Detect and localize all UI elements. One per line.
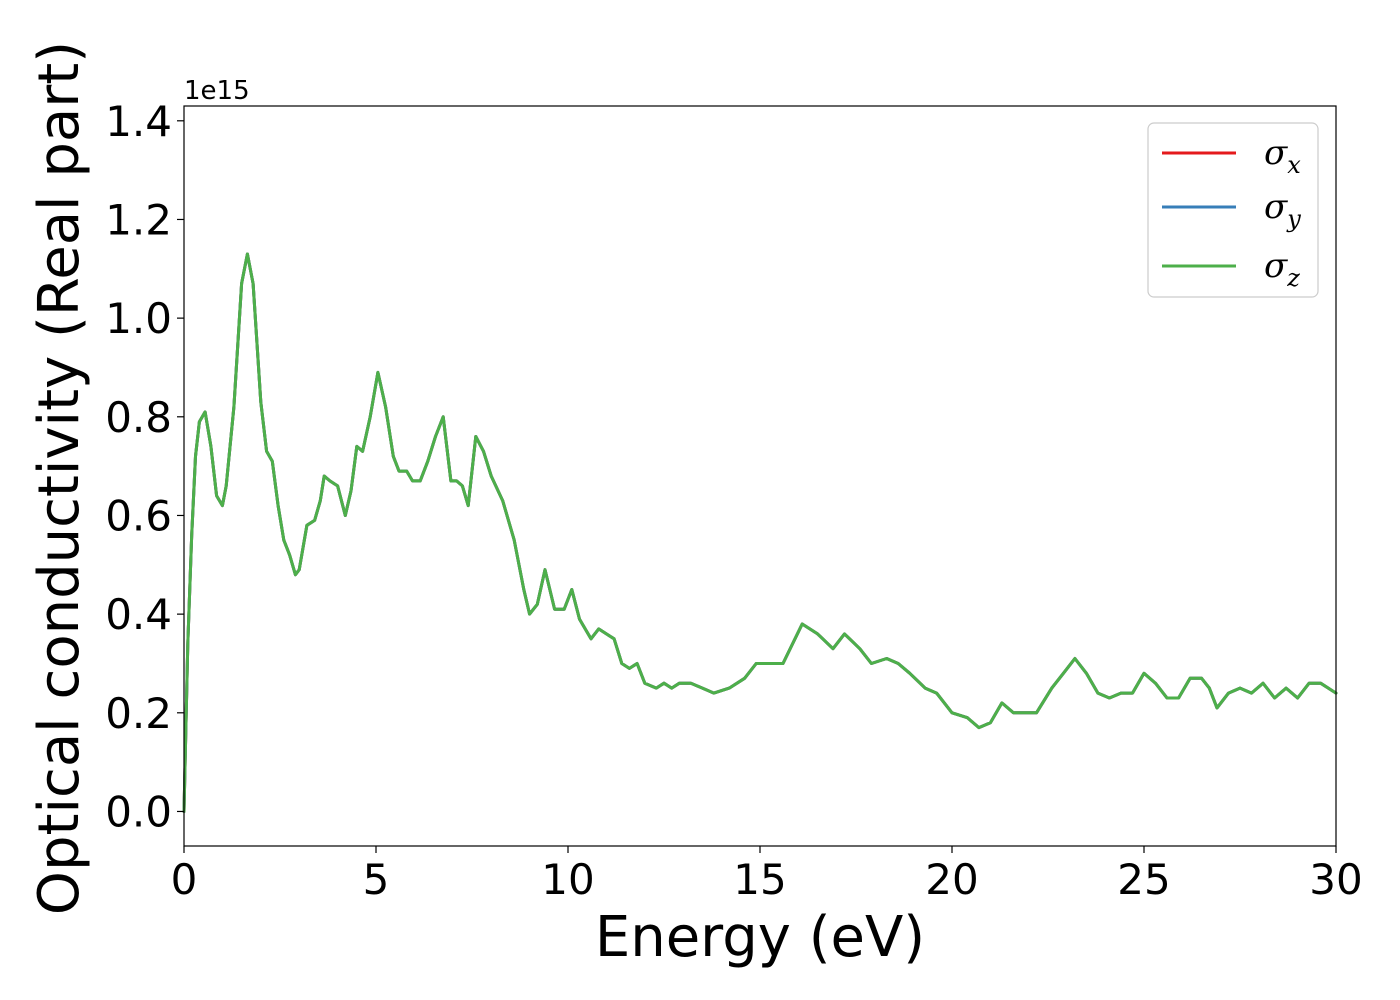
y-tick-label: 1.2 bbox=[105, 195, 172, 244]
x-tick-label: 10 bbox=[541, 855, 594, 904]
y-tick-label: 0.6 bbox=[105, 491, 172, 540]
legend-symbol: σ bbox=[1264, 133, 1288, 173]
y-tick-label: 1.4 bbox=[105, 97, 172, 146]
legend-label-y: σy bbox=[1264, 187, 1301, 233]
y-axis-title: Optical conductivity (Real part) bbox=[27, 41, 92, 915]
x-tick-label: 30 bbox=[1309, 855, 1362, 904]
legend-subscript: y bbox=[1286, 205, 1301, 233]
y-axis-ticks: 0.0 0.2 0.4 0.6 0.8 1.0 1.2 1.4 bbox=[105, 97, 184, 836]
x-tick-label: 25 bbox=[1117, 855, 1170, 904]
legend-subscript: z bbox=[1286, 264, 1300, 292]
x-tick-label: 15 bbox=[733, 855, 786, 904]
y-tick-label: 0.8 bbox=[105, 393, 172, 442]
legend-symbol: σ bbox=[1264, 187, 1288, 227]
y-tick-label: 0.4 bbox=[105, 590, 172, 639]
legend-label-z: σz bbox=[1264, 246, 1300, 292]
x-axis-ticks: 0 5 10 15 20 25 30 bbox=[171, 846, 1363, 904]
y-offset-text: 1e15 bbox=[184, 76, 250, 106]
y-tick-label: 0.2 bbox=[105, 689, 172, 738]
x-tick-label: 0 bbox=[171, 855, 198, 904]
legend-box bbox=[1147, 122, 1319, 298]
x-axis-title: Energy (eV) bbox=[595, 905, 925, 970]
series-line-2 bbox=[182, 252, 1338, 813]
x-tick-label: 5 bbox=[363, 855, 390, 904]
x-tick-label: 20 bbox=[925, 855, 978, 904]
y-tick-label: 1.0 bbox=[105, 294, 172, 343]
legend-subscript: x bbox=[1287, 151, 1301, 179]
legend-symbol: σ bbox=[1264, 246, 1288, 286]
legend-label-x: σx bbox=[1264, 133, 1301, 179]
y-tick-label: 0.0 bbox=[105, 787, 172, 836]
series-layer bbox=[182, 252, 1338, 813]
plot-area bbox=[184, 106, 1336, 846]
